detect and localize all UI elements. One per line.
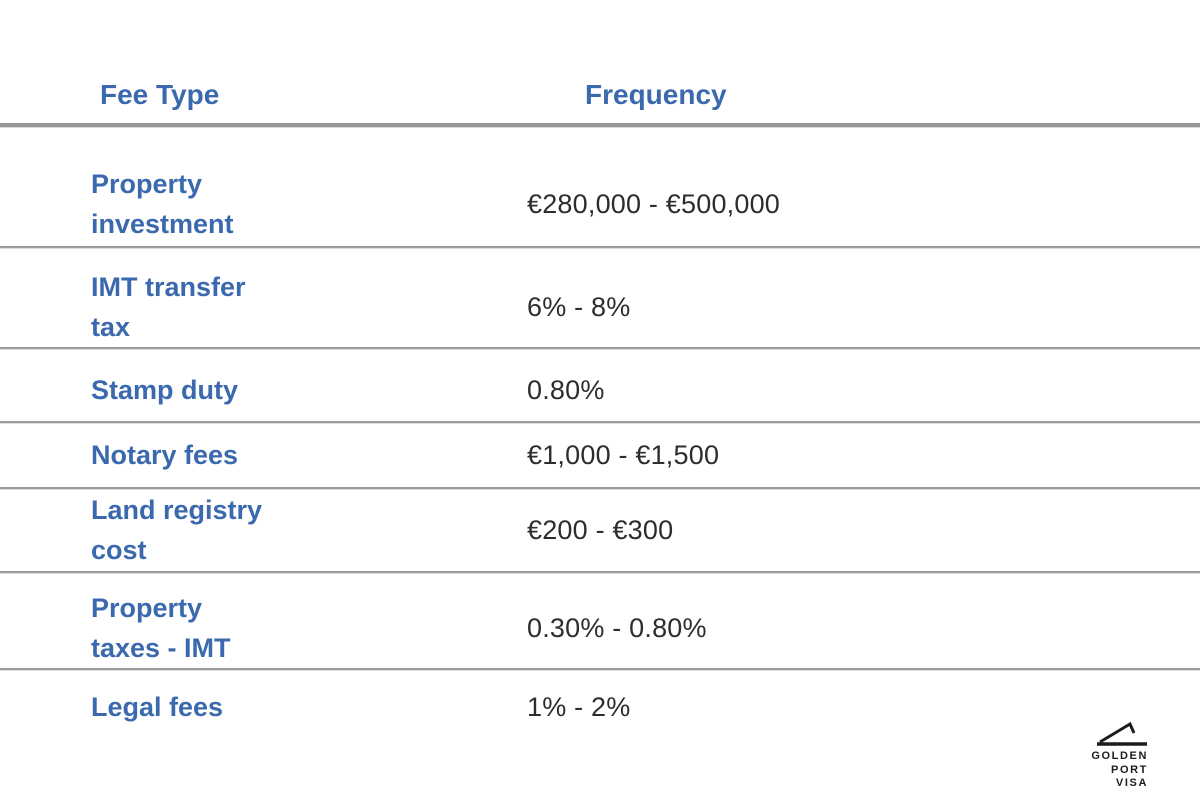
fee-type-cell: Property investment xyxy=(91,168,234,239)
table-row: Property taxes - IMT 0.30% - 0.80% xyxy=(0,573,1200,670)
fee-type-cell: IMT transfer tax xyxy=(91,271,246,342)
fee-type-cell: Stamp duty xyxy=(91,375,239,405)
golden-port-visa-logo: GOLDEN PORT VISA xyxy=(1091,720,1148,791)
frequency-cell: 0.80% xyxy=(527,375,605,405)
table-row: Notary fees €1,000 - €1,500 xyxy=(0,423,1200,489)
table-row: Land registry cost €200 - €300 xyxy=(0,489,1200,573)
logo-text-line: VISA xyxy=(1115,777,1148,789)
logo-text-line: GOLDEN xyxy=(1091,750,1148,762)
frequency-cell: €280,000 - €500,000 xyxy=(527,188,781,219)
fee-type-cell: Notary fees xyxy=(91,440,239,470)
header-fee-type: Fee Type xyxy=(100,79,220,110)
header-frequency: Frequency xyxy=(585,79,727,110)
table-row: Legal fees 1% - 2% xyxy=(0,670,1200,744)
fee-type-cell: Land registry cost xyxy=(91,495,263,565)
table-row: Stamp duty 0.80% xyxy=(0,349,1200,423)
fee-type-cell: Legal fees xyxy=(91,692,224,722)
frequency-cell: 6% - 8% xyxy=(527,291,631,322)
fee-type-cell: Property taxes - IMT xyxy=(91,593,231,663)
frequency-cell: €1,000 - €1,500 xyxy=(527,440,720,470)
table-row: Property investment €280,000 - €500,000 xyxy=(0,127,1200,248)
frequency-cell: €200 - €300 xyxy=(527,515,674,545)
table-row: IMT transfer tax 6% - 8% xyxy=(0,248,1200,349)
logo-text-line: PORT xyxy=(1111,763,1148,776)
frequency-cell: 0.30% - 0.80% xyxy=(527,613,707,643)
sail-icon xyxy=(1097,720,1148,750)
table-header-row: Fee Type Frequency xyxy=(0,0,1200,127)
frequency-cell: 1% - 2% xyxy=(527,692,631,722)
